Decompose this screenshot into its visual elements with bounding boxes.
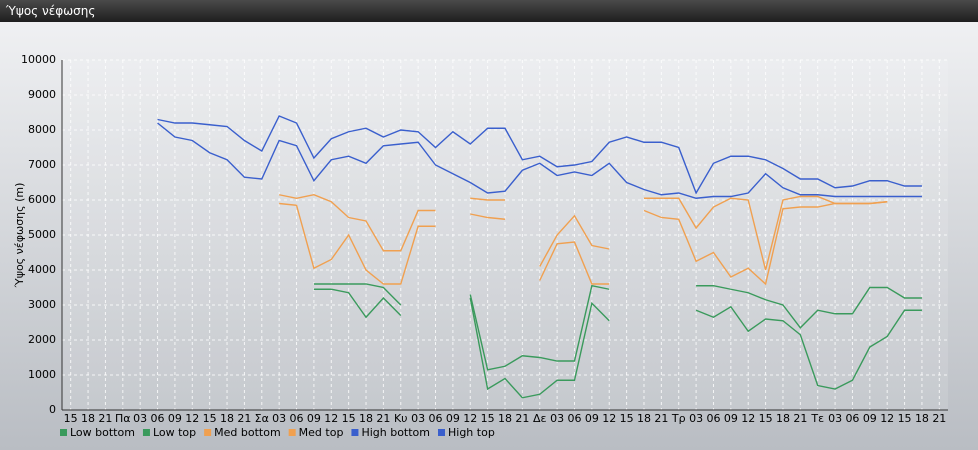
x-tick-label: 18 — [915, 412, 929, 425]
x-tick-label: 15 — [759, 412, 773, 425]
legend-label: High bottom — [361, 426, 430, 439]
x-tick-label: Σα — [255, 412, 269, 425]
x-tick-label: 12 — [880, 412, 894, 425]
y-tick-label: 6000 — [28, 193, 56, 206]
x-tick-label: 18 — [498, 412, 512, 425]
y-tick-label: 5000 — [28, 228, 56, 241]
x-tick-label: 03 — [828, 412, 842, 425]
x-tick-label: 15 — [481, 412, 495, 425]
x-tick-label: 03 — [550, 412, 564, 425]
legend-label: Low bottom — [70, 426, 135, 439]
legend-swatch — [142, 429, 150, 436]
x-tick-label: 12 — [741, 412, 755, 425]
x-tick-label: 09 — [446, 412, 460, 425]
x-tick-label: 15 — [203, 412, 217, 425]
x-tick-label: 15 — [898, 412, 912, 425]
y-tick-label: 4000 — [28, 263, 56, 276]
x-tick-label: 03 — [411, 412, 425, 425]
x-tick-label: 03 — [272, 412, 286, 425]
x-tick-label: 12 — [324, 412, 338, 425]
x-tick-label: Τε — [810, 412, 824, 425]
series-line — [157, 115, 922, 195]
series-line — [313, 288, 922, 399]
x-tick-label: 15 — [64, 412, 78, 425]
y-tick-label: 3000 — [28, 298, 56, 311]
y-tick-label: 8000 — [28, 123, 56, 136]
x-tick-label: 21 — [654, 412, 668, 425]
series-line — [279, 194, 888, 271]
x-tick-label: 21 — [376, 412, 390, 425]
legend-swatch — [204, 429, 212, 436]
y-tick-label: 10000 — [21, 53, 56, 66]
x-tick-label: 09 — [307, 412, 321, 425]
legend-swatch — [60, 429, 67, 436]
x-tick-label: 06 — [151, 412, 165, 425]
x-tick-label: 06 — [845, 412, 859, 425]
x-tick-label: 15 — [342, 412, 356, 425]
x-tick-label: 18 — [81, 412, 95, 425]
x-tick-label: Δε — [533, 412, 547, 425]
x-tick-label: 09 — [724, 412, 738, 425]
x-tick-label: 18 — [359, 412, 373, 425]
series-line — [279, 201, 888, 286]
chart: 0 1000 2000 3000 4000 5000 6000 7000 8000 9000 100… — [13, 53, 948, 439]
legend-swatch — [351, 429, 359, 436]
legend-swatch — [288, 429, 296, 436]
series-line — [157, 122, 922, 199]
y-axis-label: Ύψος νέφωσης (m) — [13, 183, 26, 289]
x-tick-label: 06 — [567, 412, 581, 425]
x-tick-label: 06 — [706, 412, 720, 425]
x-tick-label: 18 — [637, 412, 651, 425]
x-tick-label: 09 — [585, 412, 599, 425]
x-tick-label: 09 — [863, 412, 877, 425]
legend-label: Med top — [299, 426, 344, 439]
legend-swatch — [438, 429, 445, 436]
x-tick-label: 12 — [185, 412, 199, 425]
x-tick-label: Κυ — [394, 412, 408, 425]
x-tick-label: 15 — [620, 412, 634, 425]
x-tick-label: 03 — [689, 412, 703, 425]
x-tick-label: 21 — [515, 412, 529, 425]
y-tick-label: 1000 — [28, 368, 56, 381]
x-tick-label: 21 — [793, 412, 807, 425]
x-tick-label: 18 — [220, 412, 234, 425]
x-tick-label: 12 — [463, 412, 477, 425]
x-tick-label: 06 — [429, 412, 443, 425]
y-tick-label: 9000 — [28, 88, 56, 101]
legend-label: Low top — [153, 426, 196, 439]
legend-label: Med bottom — [214, 426, 281, 439]
y-tick-label: 0 — [49, 403, 56, 416]
x-tick-label: 18 — [776, 412, 790, 425]
series-line — [313, 283, 922, 371]
y-tick-label: 7000 — [28, 158, 56, 171]
legend-label: High top — [448, 426, 495, 439]
x-tick-label: 21 — [237, 412, 251, 425]
y-tick-label: 2000 — [28, 333, 56, 346]
x-tick-label: 12 — [602, 412, 616, 425]
window-title: Ύψος νέφωσης — [0, 0, 978, 22]
x-tick-label: Τρ — [671, 412, 686, 425]
x-tick-label: 06 — [290, 412, 304, 425]
x-tick-label: Πα — [115, 412, 131, 425]
x-tick-label: 03 — [133, 412, 147, 425]
x-tick-label: 21 — [98, 412, 112, 425]
x-tick-label: 09 — [168, 412, 182, 425]
x-tick-label: 21 — [932, 412, 946, 425]
